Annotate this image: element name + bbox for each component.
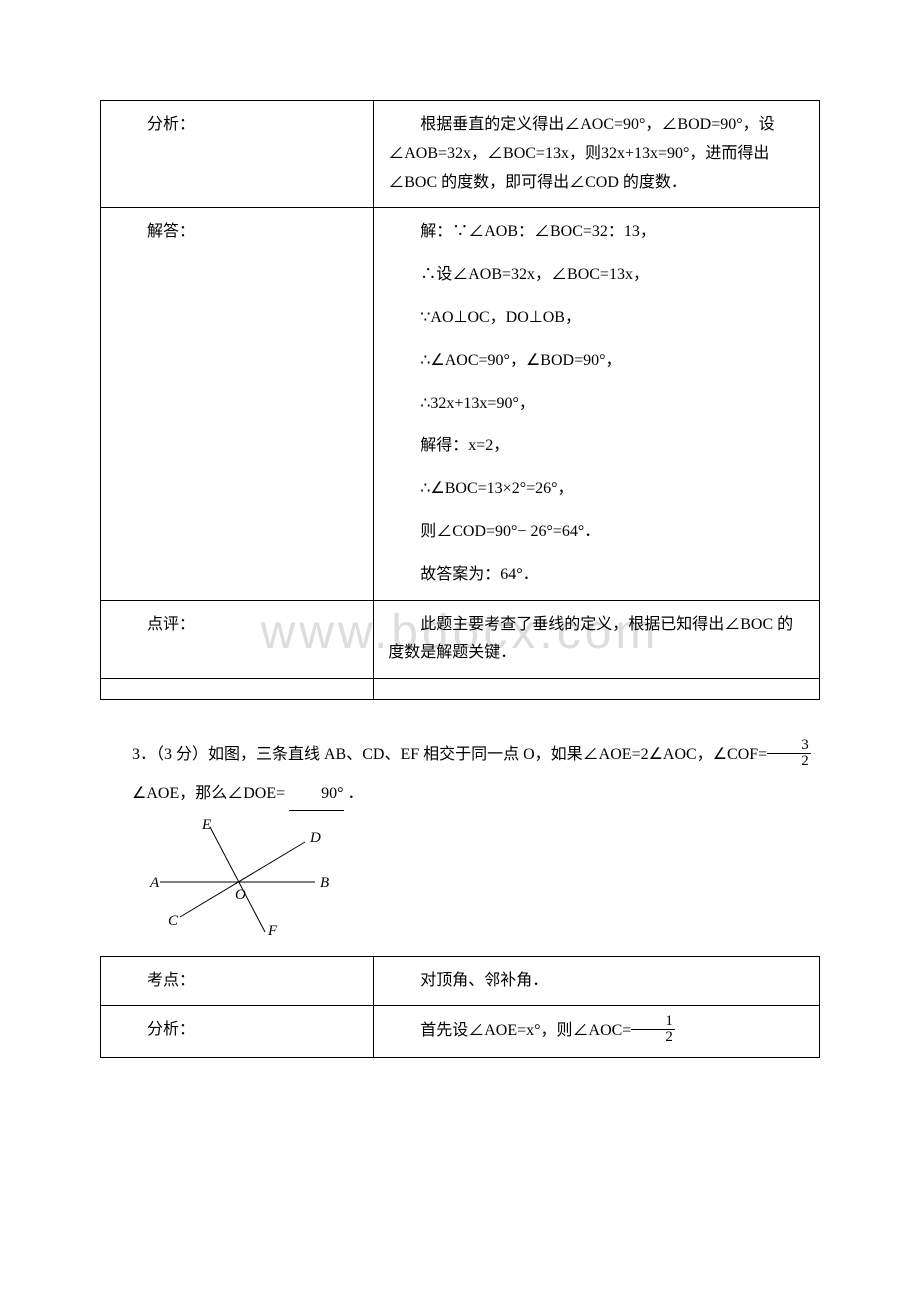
- row-label: 点评：: [101, 600, 374, 679]
- fraction-denominator: 2: [631, 1030, 675, 1045]
- paragraph: 首先设∠AOE=x°，则∠AOC=12: [388, 1016, 805, 1047]
- paragraph: ∴设∠AOB=32x，∠BOC=13x，: [388, 261, 805, 290]
- table-row: 分析： 首先设∠AOE=x°，则∠AOC=12: [101, 1006, 820, 1058]
- fraction: 32: [767, 738, 811, 769]
- fraction-numerator: 3: [767, 738, 811, 754]
- paragraph: 则∠COD=90°− 26°=64°．: [388, 518, 805, 547]
- row-label: 分析：: [101, 1006, 374, 1058]
- question-3-text: 3．（3 分）如图，三条直线 AB、CD、EF 相交于同一点 O，如果∠AOE=…: [100, 740, 820, 771]
- paragraph: ∴32x+13x=90°，: [388, 390, 805, 419]
- row-label: [101, 679, 374, 700]
- paragraph: ∵AO⊥OC，DO⊥OB，: [388, 304, 805, 333]
- geometry-diagram: A B C D E F O: [140, 817, 820, 942]
- table-row: [101, 679, 820, 700]
- paragraph: ∴∠AOC=90°，∠BOD=90°，: [388, 347, 805, 376]
- label-d: D: [309, 830, 321, 846]
- label-e: E: [201, 817, 211, 833]
- paragraph: ∴∠BOC=13×2°=26°，: [388, 475, 805, 504]
- row-content: [374, 679, 820, 700]
- label-f: F: [267, 923, 278, 937]
- label-b: B: [320, 875, 329, 891]
- fraction: 12: [631, 1014, 675, 1045]
- row-label: 分析：: [101, 101, 374, 208]
- table-row: 解答： 解：∵∠AOB：∠BOC=32：13， ∴设∠AOB=32x，∠BOC=…: [101, 208, 820, 600]
- paragraph: 故答案为：64°．: [388, 561, 805, 590]
- paragraph: 解得：x=2，: [388, 432, 805, 461]
- fraction-denominator: 2: [767, 754, 811, 769]
- line-cd: [180, 842, 305, 917]
- row-content: 根据垂直的定义得出∠AOC=90°，∠BOD=90°，设∠AOB=32x，∠BO…: [374, 101, 820, 208]
- question-prefix: 3．（3 分）如图，三条直线 AB、CD、EF 相交于同一点 O，如果∠AOE=…: [132, 746, 767, 763]
- row-content: 首先设∠AOE=x°，则∠AOC=12: [374, 1006, 820, 1058]
- table-row: 分析： 根据垂直的定义得出∠AOC=90°，∠BOD=90°，设∠AOB=32x…: [101, 101, 820, 208]
- row-content: 此题主要考查了垂线的定义，根据已知得出∠BOC 的度数是解题关键．: [374, 600, 820, 679]
- row-label: 解答：: [101, 208, 374, 600]
- label-o: O: [235, 887, 246, 903]
- row-label: 考点：: [101, 956, 374, 1006]
- question-3-line2: ∠AOE，那么∠DOE= 90° ．: [100, 779, 820, 810]
- table-row: 点评： 此题主要考查了垂线的定义，根据已知得出∠BOC 的度数是解题关键．: [101, 600, 820, 679]
- solution-table-2: 考点： 对顶角、邻补角． 分析： 首先设∠AOE=x°，则∠AOC=12: [100, 956, 820, 1059]
- row-content: 解：∵∠AOB：∠BOC=32：13， ∴设∠AOB=32x，∠BOC=13x，…: [374, 208, 820, 600]
- answer-blank: 90°: [289, 779, 343, 810]
- solution-table-1: 分析： 根据垂直的定义得出∠AOC=90°，∠BOD=90°，设∠AOB=32x…: [100, 100, 820, 700]
- label-a: A: [149, 875, 160, 891]
- line-ef: [210, 827, 265, 932]
- row-content: 对顶角、邻补角．: [374, 956, 820, 1006]
- paragraph: 此题主要考查了垂线的定义，根据已知得出∠BOC 的度数是解题关键．: [388, 611, 805, 669]
- label-c: C: [168, 913, 179, 929]
- paragraph: 根据垂直的定义得出∠AOC=90°，∠BOD=90°，设∠AOB=32x，∠BO…: [388, 111, 805, 197]
- paragraph: 对顶角、邻补角．: [388, 967, 805, 996]
- analysis-prefix: 首先设∠AOE=x°，则∠AOC=: [420, 1023, 631, 1040]
- line2-suffix: ．: [348, 785, 364, 802]
- table-row: 考点： 对顶角、邻补角．: [101, 956, 820, 1006]
- line2-prefix: ∠AOE，那么∠DOE=: [132, 785, 285, 802]
- paragraph: 解：∵∠AOB：∠BOC=32：13，: [388, 218, 805, 247]
- fraction-numerator: 1: [631, 1014, 675, 1030]
